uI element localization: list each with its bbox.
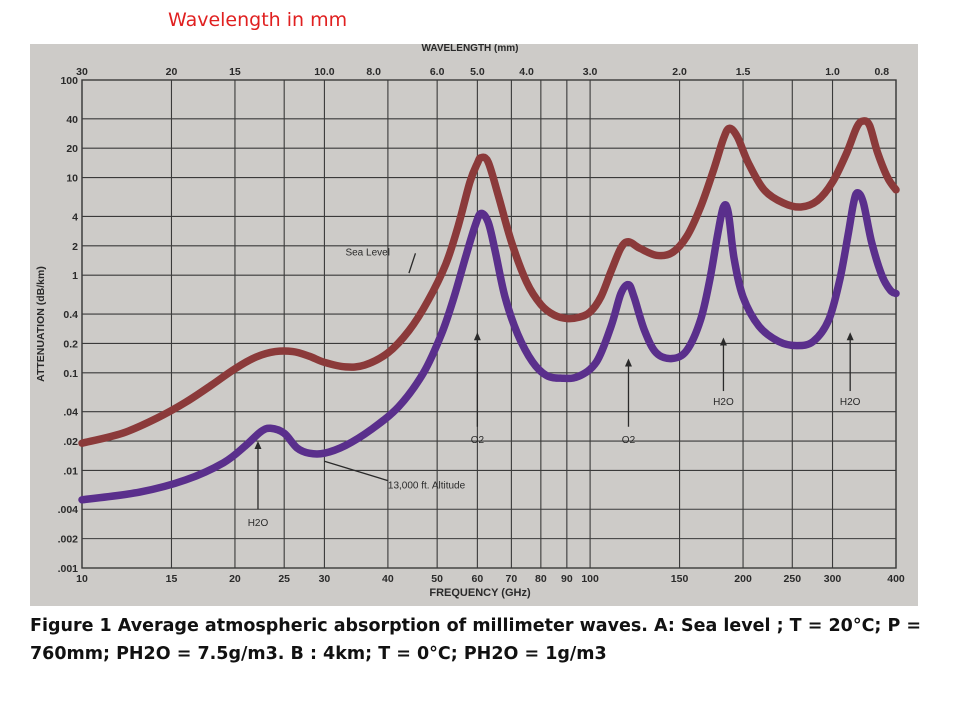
altitude-label: 13,000 ft. Altitude [388,481,466,492]
top-tick-label: 5.0 [470,66,485,78]
sea-level-label: Sea Level [345,247,389,258]
top-tick-label: 6.0 [430,66,445,78]
top-tick-label: 20 [166,66,178,78]
y-tick-label: 0.2 [63,338,78,350]
y-tick-label: 1 [72,270,78,282]
x-tick-label: 70 [506,573,518,585]
plot-border [81,79,897,569]
y-tick-label: .04 [63,407,78,419]
top-tick-label: 15 [229,66,241,78]
arrow-head [719,337,727,346]
top-tick-label: 8.0 [366,66,381,78]
top-tick-label: 2.0 [672,66,687,78]
top-tick-label: 1.5 [736,66,751,78]
y-tick-label: 100 [60,75,78,87]
x-tick-label: 200 [734,573,752,585]
figure-caption: Figure 1 Average atmospheric absorption … [30,616,922,664]
chart-background [30,44,918,606]
wavelength-title: Wavelength in mm [168,9,348,31]
y-tick-label: 2 [72,241,78,253]
y-tick-label: 0.4 [63,309,78,321]
series-curves [78,117,900,504]
y-tick-label: .001 [58,563,79,575]
x-axis-title: FREQUENCY (GHz) [429,587,531,599]
y-tick-label: .004 [58,504,79,516]
x-tick-label: 60 [472,573,484,585]
arrow-head [624,358,632,367]
y-tick-label: 20 [66,143,78,155]
y-axis-title: ATTENUATION (dB/km) [35,266,47,382]
top-tick-label: 1.0 [825,66,840,78]
molecule-label: O2 [622,435,636,446]
x-tick-label: 15 [166,573,178,585]
y-tick-label: .01 [63,465,78,477]
y-tick-label: 10 [66,173,78,185]
top-tick-label: 30 [76,66,88,78]
altitude-leader [324,460,389,482]
molecule-label: H2O [840,397,861,408]
x-tick-label: 250 [784,573,802,585]
y-tick-label: .02 [63,436,78,448]
grid-lines [81,79,897,569]
x-tick-label: 40 [382,573,394,585]
y-tick-label: 40 [66,114,78,126]
x-tick-label: 20 [229,573,241,585]
x-tick-label: 50 [431,573,443,585]
molecule-label: H2O [713,397,734,408]
altitude-curve [78,188,900,504]
top-tick-label: 0.8 [874,66,889,78]
top-tick-label: 10.0 [314,66,335,78]
x-tick-label: 400 [887,573,905,585]
y-tick-label: 0.1 [63,368,78,380]
x-tick-label: 100 [581,573,599,585]
attenuation-chart: Sea Level 13,000 ft. Altitude H2O O2 O2 H2O H2… [30,44,918,606]
top-axis-title: WAVELENGTH (mm) [421,44,518,54]
x-tick-label: 90 [561,573,573,585]
top-tick-label: 3.0 [583,66,598,78]
molecule-label: O2 [471,435,485,446]
arrow-head [473,332,481,341]
tick-labels: 10 15 20 25 30 40 50 60 70 80 90 100 150 200 250 300 400… [58,66,905,585]
sea-level-curve [78,117,900,447]
top-tick-label: 4.0 [519,66,534,78]
arrow-head [254,441,262,450]
x-tick-label: 300 [824,573,842,585]
y-tick-label: 4 [72,211,78,223]
molecule-label: H2O [248,518,269,529]
x-tick-label: 30 [319,573,331,585]
sea-level-leader [408,253,417,274]
x-tick-label: 25 [278,573,290,585]
arrow-head [846,332,854,341]
x-tick-label: 10 [76,573,88,585]
x-tick-label: 150 [671,573,689,585]
annotations: Sea Level 13,000 ft. Altitude H2O O2 O2 H2O H2… [248,247,861,529]
y-tick-label: .002 [58,534,79,546]
x-tick-label: 80 [535,573,547,585]
